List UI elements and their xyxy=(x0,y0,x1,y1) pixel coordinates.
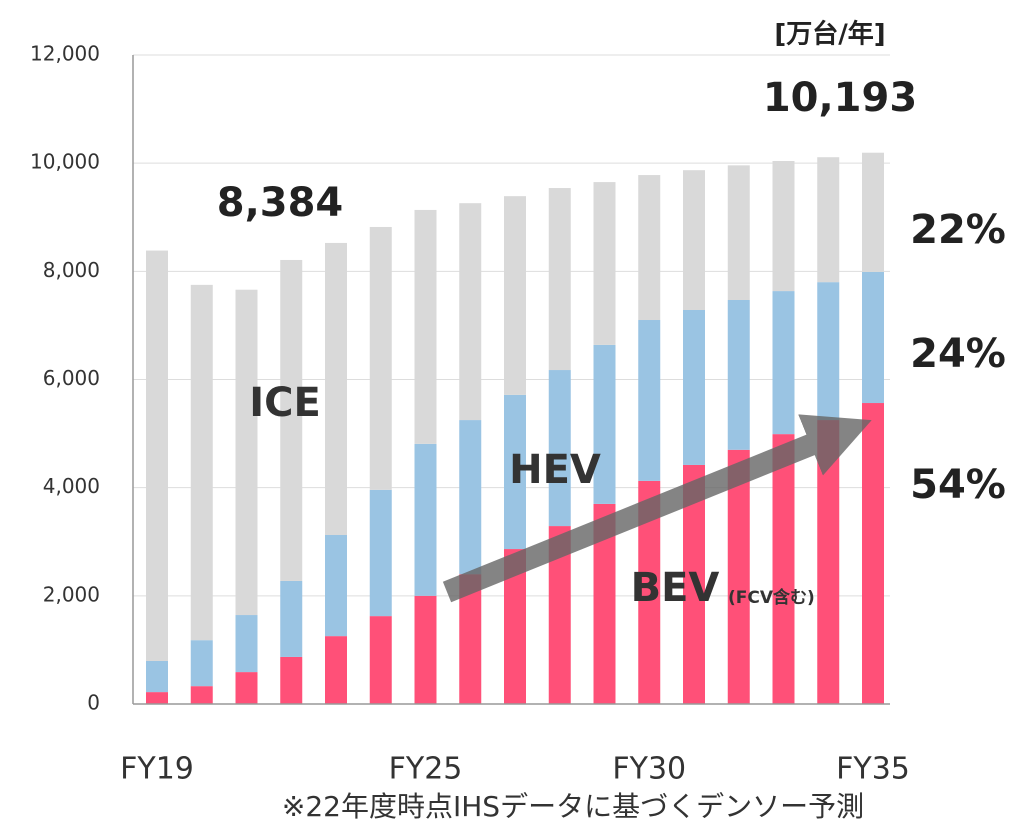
x-tick-label: FY25 xyxy=(389,752,463,787)
bar-segment xyxy=(683,464,705,704)
bar-segment xyxy=(548,526,571,704)
bar-segment xyxy=(504,394,526,550)
y-tick-label: 4,000 xyxy=(43,474,100,498)
bar-segment xyxy=(190,284,213,641)
bar-segment xyxy=(235,672,258,704)
bar-segment xyxy=(146,661,168,693)
bar-segment xyxy=(817,282,840,421)
x-tick-label: FY35 xyxy=(836,752,910,787)
y-tick-label: 0 xyxy=(87,691,100,715)
bar-segment xyxy=(280,259,303,581)
bar-segment xyxy=(727,449,750,704)
bar-segment xyxy=(459,574,482,704)
bar-segment xyxy=(325,534,347,637)
bar-segment xyxy=(727,299,750,450)
bar-segment xyxy=(638,480,661,704)
bar-segment xyxy=(146,250,168,662)
bar-segment xyxy=(817,157,840,283)
bar-segment xyxy=(772,434,795,704)
bar-segment xyxy=(683,310,705,465)
bar-segment xyxy=(593,182,616,345)
unit-label: [万台/年] xyxy=(774,19,885,50)
bev-share: 54% xyxy=(910,462,1006,508)
bar-segment xyxy=(504,196,526,395)
bar-segment xyxy=(235,615,258,673)
bar-segment xyxy=(593,344,616,504)
series-label: HEV xyxy=(509,447,601,493)
bar-segment xyxy=(325,636,347,704)
bar-segment xyxy=(727,165,750,300)
bar-segment xyxy=(504,549,526,704)
y-tick-label: 12,000 xyxy=(30,42,100,66)
y-tick-label: 2,000 xyxy=(43,582,100,606)
bev-note: (FCV含む) xyxy=(728,587,815,608)
bar-segment xyxy=(862,271,884,404)
bar-segment xyxy=(862,152,884,272)
series-label: BEV xyxy=(631,565,720,611)
bar-segment xyxy=(414,443,437,596)
bar-segment xyxy=(190,686,213,704)
bar-segment xyxy=(369,616,392,704)
bar-segment xyxy=(369,489,392,617)
bar-segment xyxy=(146,692,168,704)
bar-segment xyxy=(414,209,437,444)
bar-segment xyxy=(638,175,661,321)
first-total: 8,384 xyxy=(217,180,344,226)
y-tick-label: 8,000 xyxy=(43,258,100,282)
bar-segment xyxy=(683,170,705,311)
x-tick-label: FY30 xyxy=(612,752,686,787)
bar-segment xyxy=(235,289,258,616)
bar-segment xyxy=(280,580,303,657)
bar-segment xyxy=(190,640,213,687)
x-tick-label: FY19 xyxy=(120,752,194,787)
bar-segment xyxy=(369,226,392,490)
bar-segment xyxy=(325,242,347,535)
ice-share: 22% xyxy=(910,207,1006,253)
bar-segment xyxy=(548,370,571,527)
bar-segment xyxy=(593,503,616,704)
bar-segment xyxy=(772,291,795,435)
trend-arrow xyxy=(442,414,872,603)
bar-segment xyxy=(459,203,482,421)
y-tick-label: 10,000 xyxy=(30,150,100,174)
hev-share: 24% xyxy=(910,331,1006,377)
bar-segment xyxy=(414,595,437,704)
bar-segment xyxy=(772,161,795,292)
y-tick-label: 6,000 xyxy=(43,366,100,390)
bar-segment xyxy=(280,656,303,704)
last-total: 10,193 xyxy=(763,75,917,121)
bar-segment xyxy=(638,320,661,481)
bar-segment xyxy=(817,420,840,704)
bar-segment xyxy=(862,403,884,704)
bar-segment xyxy=(459,420,482,575)
series-label: ICE xyxy=(249,380,321,426)
footnote: ※22年度時点IHSデータに基づくデンソー予測 xyxy=(282,790,864,823)
bar-segment xyxy=(548,188,571,371)
